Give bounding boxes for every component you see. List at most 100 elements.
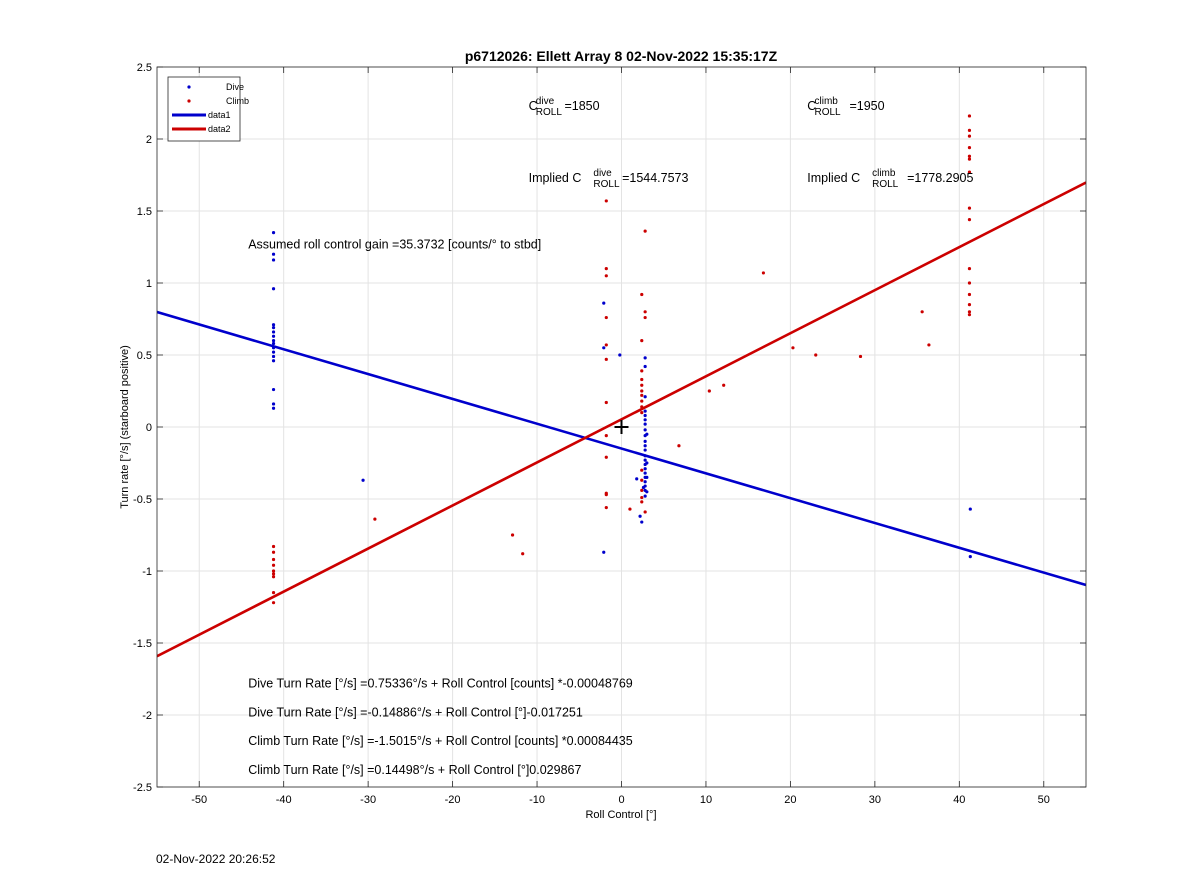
point-dive (643, 480, 647, 484)
point-dive (271, 231, 276, 235)
point-climb (604, 267, 608, 271)
point-climb (640, 292, 644, 297)
x-tick-label: -30 (360, 794, 376, 806)
point-climb (967, 170, 972, 174)
point-dive (271, 334, 276, 338)
point-dive (643, 448, 647, 452)
fit-lines (157, 181, 1086, 658)
annotation-climb-counts: Climb Turn Rate [°/s] =-1.5015°/s + Roll… (248, 734, 633, 748)
point-climb (643, 310, 647, 314)
point-climb (967, 267, 972, 271)
chart-title: p6712026: Ellett Array 8 02-Nov-2022 15:… (465, 48, 778, 64)
point-dive (643, 395, 647, 399)
annotation-gain: Assumed roll control gain =35.3732 [coun… (248, 237, 541, 251)
point-dive (618, 353, 622, 357)
point-dive (643, 458, 647, 462)
legend-marker-climb (187, 99, 191, 103)
axes-ticks: -50 -40 -30 -20 -10 0 10 20 30 40 50-2.5-2-1.5-1-0… (133, 62, 1086, 806)
annotation-climb-deg: Climb Turn Rate [°/s] =0.14498°/s + Roll… (248, 763, 581, 777)
point-climb (373, 517, 377, 521)
point-climb (640, 495, 644, 500)
point-climb (640, 393, 644, 397)
point-climb (967, 206, 972, 210)
point-climb (271, 550, 276, 554)
point-climb (967, 114, 972, 118)
point-climb (271, 544, 276, 549)
point-dive (271, 359, 276, 363)
x-tick-label: -20 (445, 794, 461, 806)
x-tick-label: 50 (1038, 794, 1050, 806)
point-dive (271, 323, 276, 327)
point-climb (967, 281, 972, 285)
point-dive (602, 301, 606, 305)
point-climb (967, 128, 972, 132)
annotation-dive-counts: Dive Turn Rate [°/s] =0.75336°/s + Roll … (248, 677, 633, 691)
point-climb (604, 400, 608, 405)
legend-marker-dive (187, 85, 191, 89)
point-climb (604, 357, 608, 361)
point-climb (271, 575, 276, 579)
point-climb (640, 478, 644, 482)
point-dive (640, 520, 644, 524)
point-climb (967, 310, 972, 314)
point-climb (967, 313, 972, 317)
point-dive (643, 428, 647, 432)
annotation-c-dive: Cdive ROLL =1850 (529, 96, 600, 118)
point-climb (640, 488, 644, 492)
point-dive (643, 439, 647, 443)
point-dive (645, 461, 649, 465)
point-climb (967, 157, 972, 161)
point-dive (361, 478, 365, 482)
annotation-dive-deg: Dive Turn Rate [°/s] =-0.14886°/s + Roll… (248, 705, 583, 719)
point-climb (640, 411, 644, 415)
point-climb (604, 199, 608, 203)
point-dive (638, 514, 642, 518)
point-climb (640, 377, 644, 382)
y-tick-label: 2.5 (137, 62, 152, 74)
point-climb (814, 353, 818, 357)
y-tick-label: -2.5 (133, 782, 152, 794)
point-climb (967, 154, 972, 158)
point-dive (643, 418, 647, 422)
point-dive (643, 467, 647, 471)
point-climb (271, 563, 276, 567)
point-dive (643, 356, 647, 360)
point-dive (645, 475, 649, 479)
y-axis-label: Turn rate [°/s] (starboard positive) (119, 345, 131, 509)
point-dive (643, 364, 647, 369)
point-climb (640, 383, 644, 387)
point-climb (677, 444, 681, 448)
point-climb (271, 601, 276, 605)
point-climb (604, 274, 608, 278)
point-climb (271, 569, 276, 573)
point-dive (271, 354, 276, 359)
point-dive (602, 346, 606, 350)
point-climb (967, 146, 972, 150)
x-tick-label: -10 (529, 794, 545, 806)
legend-label-dive: Dive (226, 82, 244, 92)
x-tick-label: -50 (191, 794, 207, 806)
point-dive (271, 350, 276, 354)
x-tick-label: 20 (784, 794, 796, 806)
series-line-data2 (157, 181, 1086, 658)
point-climb (271, 572, 276, 576)
point-dive (643, 494, 647, 498)
y-tick-label: 0 (146, 422, 152, 434)
point-climb (640, 399, 644, 403)
point-climb (967, 303, 972, 307)
point-dive (643, 484, 647, 488)
x-axis-label: Roll Control [°] (585, 809, 656, 821)
x-tick-label: 10 (700, 794, 712, 806)
point-climb (643, 510, 647, 514)
point-climb (604, 343, 608, 347)
x-tick-label: -40 (276, 794, 292, 806)
point-climb (640, 339, 644, 343)
legend-label-data2: data2 (208, 124, 231, 134)
point-climb (643, 229, 647, 233)
y-tick-label: -0.5 (133, 494, 152, 506)
point-dive (643, 471, 647, 475)
point-dive (643, 454, 647, 458)
point-climb (967, 218, 972, 222)
point-climb (722, 383, 726, 387)
